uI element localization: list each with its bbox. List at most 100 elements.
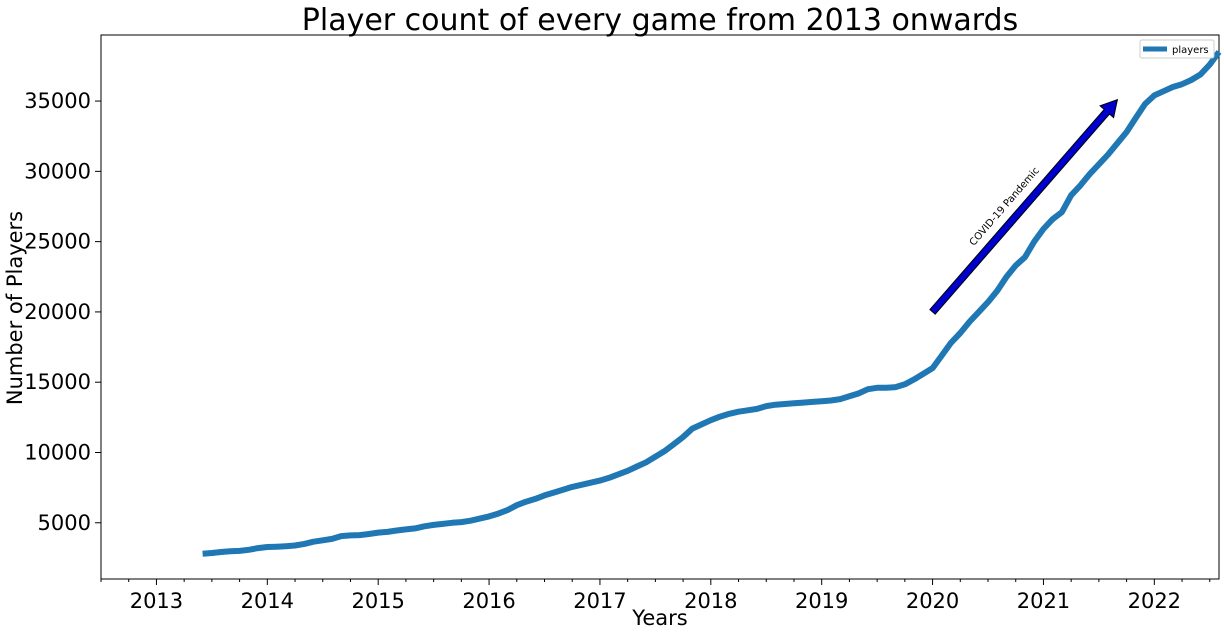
plot-frame [100,34,1220,580]
data-point [516,505,517,506]
data-point [830,400,831,401]
covid-annotation-label: COVID-19 Pandemic [968,165,1042,248]
data-point [378,532,379,533]
data-point [692,428,693,429]
data-point [1209,64,1210,65]
data-point [211,553,212,554]
x-tick-label: 2017 [573,589,626,613]
data-point [1108,154,1109,155]
data-point [1025,257,1026,258]
data-point [812,401,813,402]
data-point [590,482,591,483]
y-tick-label: 15000 [24,370,91,394]
data-point [867,389,868,390]
data-point [461,522,462,523]
series-line-players [202,50,1222,557]
data-point [720,416,721,417]
data-point [341,536,342,537]
data-point [757,408,758,409]
data-point [1098,164,1099,165]
data-point [895,387,896,388]
data-point [230,551,231,552]
data-point [544,495,545,496]
data-point [849,396,850,397]
data-point [304,543,305,544]
data-point [646,462,647,463]
legend-label-players: players [1172,45,1209,56]
data-point [507,510,508,511]
data-point [313,541,314,542]
data-point [729,413,730,414]
x-tick-label: 2018 [684,589,737,613]
data-point [960,333,961,334]
data-point [322,540,323,541]
data-point [415,528,416,529]
data-point [553,492,554,493]
data-point [489,516,490,517]
data-point [387,531,388,532]
data-point [535,498,536,499]
data-point [332,538,333,539]
data-point [350,535,351,536]
data-point [479,518,480,519]
data-point [1071,195,1072,196]
x-tick-label: 2022 [1128,589,1181,613]
data-point [803,402,804,403]
x-tick-label: 2016 [462,589,515,613]
data-point [267,547,268,548]
data-point [1145,103,1146,104]
x-tick-label: 2015 [351,589,404,613]
annotation-layer: COVID-19 Pandemic [929,98,1119,315]
data-point [904,384,905,385]
x-tick-label: 2014 [241,589,294,613]
data-point [951,342,952,343]
legend: players [1139,39,1215,59]
y-tick-label: 25000 [24,230,91,254]
data-point [618,474,619,475]
data-point [563,489,564,490]
x-tick-label: 2019 [795,589,848,613]
data-point [599,480,600,481]
data-point [923,373,924,374]
data-point [1135,117,1136,118]
data-point [1052,219,1053,220]
data-point [359,535,360,536]
data-point [258,548,259,549]
data-point [710,420,711,421]
data-point [1219,51,1220,52]
data-point [1043,229,1044,230]
data-point [1182,84,1183,85]
chart-title: Player count of every game from 2013 onw… [302,3,1018,38]
data-point [1034,241,1035,242]
data-point [276,546,277,547]
y-tick-label: 20000 [24,300,91,324]
data-point [766,406,767,407]
data-point [581,484,582,485]
data-point [572,486,573,487]
data-point [221,552,222,553]
data-point [369,534,370,535]
data-point [1191,80,1192,81]
data-point [701,424,702,425]
data-point [239,550,240,551]
data-point [609,477,610,478]
data-point [452,522,453,523]
data-point [1126,132,1127,133]
data-point [1154,95,1155,96]
data-point [978,311,979,312]
legend-box [1139,39,1215,59]
data-point [248,549,249,550]
data-point [470,520,471,521]
data-point [202,553,203,554]
data-point [784,404,785,405]
y-tick-label: 30000 [24,159,91,183]
data-point [821,401,822,402]
data-point [886,387,887,388]
data-point [396,530,397,531]
data-point [1172,87,1173,88]
data-point [1006,276,1007,277]
x-tick-label: 2013 [130,589,183,613]
series-layer [202,50,1222,557]
data-point [914,379,915,380]
data-point [664,451,665,452]
